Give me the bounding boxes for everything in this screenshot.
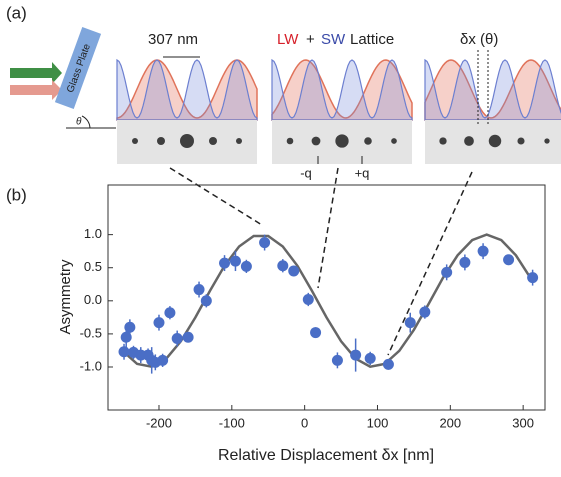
lw-wave — [116, 59, 258, 121]
data-point — [288, 265, 300, 277]
data-point — [331, 354, 343, 366]
data-point — [118, 346, 130, 358]
x-tick-label: 100 — [367, 415, 389, 430]
q-label: +q — [355, 165, 370, 180]
y-tick-label: 0.5 — [84, 259, 102, 274]
sw-wave — [271, 58, 413, 121]
diffraction-spot — [517, 137, 525, 145]
diffraction-spot — [311, 136, 321, 146]
angle-label: θ — [76, 117, 82, 128]
data-point — [200, 295, 212, 307]
x-axis-label: Relative Displacement δx [nm] — [218, 447, 434, 464]
sw-label: SW — [321, 31, 346, 48]
data-point — [404, 317, 416, 329]
x-tick-label: 0 — [301, 415, 308, 430]
panel-label: (a) — [6, 3, 27, 22]
x-tick-label: 300 — [512, 415, 534, 430]
y-tick-label: -1.0 — [80, 358, 102, 373]
data-point — [527, 272, 539, 284]
diffraction-spot — [544, 138, 550, 144]
data-point — [477, 245, 489, 257]
data-point — [124, 321, 136, 333]
data-point — [459, 256, 471, 268]
diffraction-spot — [335, 134, 349, 148]
lw-label: LW — [277, 31, 299, 48]
plate-illustration: Glass Plate θ — [10, 26, 116, 129]
data-point — [219, 257, 231, 269]
data-point — [171, 333, 183, 345]
lw-wave — [271, 59, 413, 121]
data-point — [120, 331, 132, 343]
data-point — [302, 293, 314, 305]
diffraction-spot — [364, 137, 372, 145]
data-point — [153, 317, 165, 329]
sw-wave — [424, 58, 561, 121]
y-tick-label: 1.0 — [84, 226, 102, 241]
diffraction-spot — [439, 137, 447, 145]
data-point — [277, 260, 289, 272]
q-label: -q — [300, 165, 312, 180]
lattice-frames — [116, 50, 561, 164]
x-tick-label: -100 — [219, 415, 245, 430]
diffraction-spot — [180, 134, 194, 148]
data-point — [310, 327, 322, 339]
diffraction-spot — [391, 138, 397, 144]
diffraction-spot — [157, 137, 165, 145]
panel-label: (b) — [6, 185, 27, 204]
data-point — [182, 331, 194, 343]
data-point — [350, 349, 362, 361]
spacing-label: 307 nm — [148, 31, 198, 48]
data-point — [164, 307, 176, 319]
connectors — [169, 167, 473, 356]
data-point — [157, 354, 169, 366]
diffraction-spot — [209, 137, 217, 145]
data-point — [419, 306, 431, 318]
x-tick-label: -200 — [146, 415, 172, 430]
data-point — [193, 284, 205, 296]
x-tick-label: 200 — [439, 415, 461, 430]
data-point — [503, 254, 515, 266]
y-tick-label: -0.5 — [80, 325, 102, 340]
diffraction-spot — [488, 134, 502, 148]
diffraction-spot — [464, 136, 474, 146]
data-point — [364, 352, 376, 364]
lw-wave — [424, 59, 561, 121]
data-point — [441, 266, 453, 278]
data-point — [259, 237, 271, 249]
diffraction-spot — [286, 137, 294, 145]
model-curve — [121, 233, 532, 369]
data-point — [382, 358, 394, 370]
diffraction-spot — [132, 138, 138, 144]
y-tick-label: 0.0 — [84, 292, 102, 307]
diffraction-spot — [236, 138, 242, 144]
q-arrows — [317, 156, 363, 164]
data-point — [229, 255, 241, 267]
plot-frame — [107, 184, 546, 411]
plus-label: + — [306, 31, 315, 48]
wave-frame — [425, 58, 561, 120]
lattice-label: Lattice — [350, 31, 394, 48]
data-point — [240, 260, 252, 272]
sw-wave — [116, 58, 258, 121]
shift-label: δx (θ) — [460, 31, 498, 48]
shift-markers — [477, 50, 489, 125]
y-axis-label: Asymmetry — [57, 259, 74, 335]
